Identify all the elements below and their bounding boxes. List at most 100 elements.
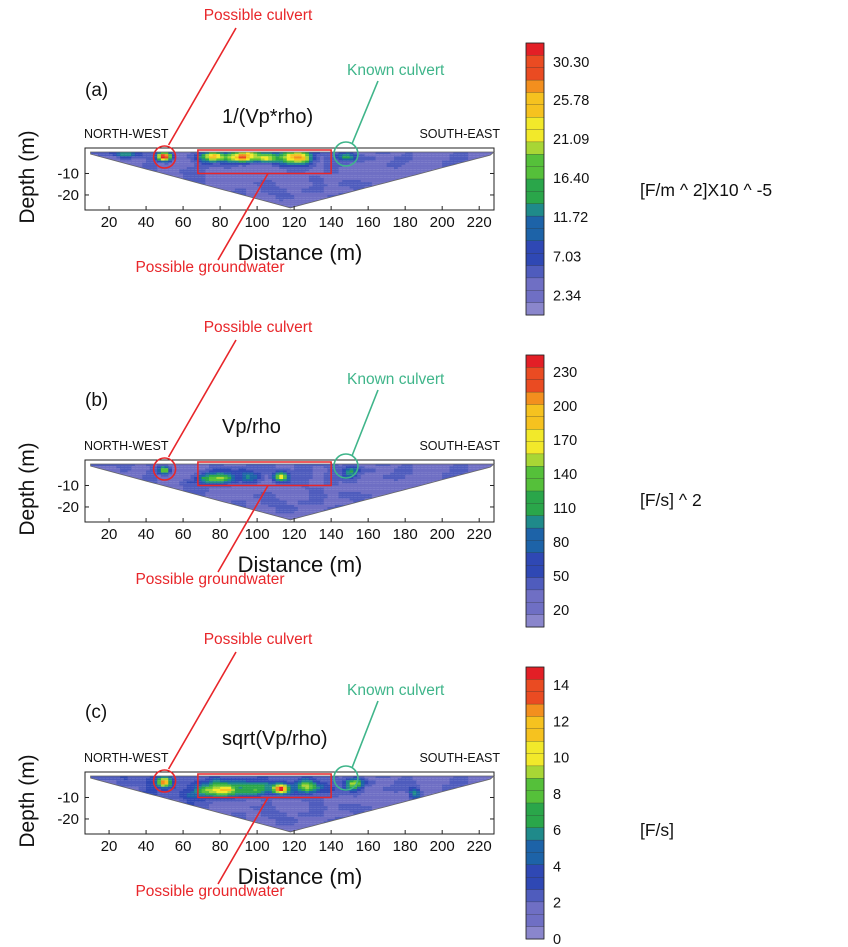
heatmap-cell bbox=[190, 177, 195, 180]
heatmap-cell bbox=[227, 481, 232, 484]
heatmap-cell bbox=[316, 171, 321, 174]
heatmap-cell bbox=[283, 506, 288, 510]
heatmap-cell bbox=[386, 164, 392, 168]
heatmap-cell bbox=[242, 184, 247, 187]
heatmap-cell bbox=[190, 158, 195, 161]
heatmap-cell bbox=[334, 466, 340, 469]
colorbar-segment bbox=[525, 302, 545, 316]
heatmap-cell bbox=[301, 481, 306, 484]
heatmap-cell bbox=[183, 472, 188, 475]
heatmap-cell bbox=[279, 197, 284, 200]
heatmap-cell bbox=[353, 468, 358, 471]
heatmap-cell bbox=[327, 164, 332, 168]
heatmap-cell bbox=[323, 184, 329, 187]
heatmap-cell bbox=[160, 164, 166, 168]
heatmap-cell bbox=[297, 464, 303, 467]
heatmap-cell bbox=[327, 154, 332, 157]
heatmap-cell bbox=[397, 164, 403, 168]
heatmap-cell bbox=[353, 496, 358, 499]
heatmap-cell bbox=[301, 173, 306, 176]
heatmap-cell bbox=[349, 164, 355, 168]
heatmap-cell bbox=[345, 162, 351, 165]
heatmap-cell bbox=[223, 188, 229, 191]
heatmap-cell bbox=[331, 167, 336, 170]
heatmap-cell bbox=[353, 485, 358, 488]
heatmap-cell bbox=[223, 160, 229, 163]
heatmap-cell bbox=[249, 472, 255, 475]
heatmap-cell bbox=[294, 194, 299, 198]
heatmap-cell bbox=[290, 506, 295, 510]
heatmap-cell bbox=[342, 470, 347, 473]
heatmap-cell bbox=[297, 502, 303, 505]
heatmap-cell bbox=[312, 485, 318, 488]
heatmap-cell bbox=[338, 496, 343, 499]
heatmap-cell bbox=[290, 154, 295, 157]
heatmap-cell bbox=[127, 160, 132, 163]
heatmap-cell bbox=[290, 192, 295, 196]
heatmap-cell bbox=[249, 506, 255, 510]
heatmap-cell bbox=[445, 162, 451, 165]
heatmap-cell bbox=[275, 464, 281, 467]
heatmap-cell bbox=[290, 175, 295, 178]
heatmap-cell bbox=[279, 186, 284, 189]
heatmap-cell bbox=[279, 199, 284, 202]
heatmap-cell bbox=[294, 494, 299, 497]
heatmap-cell bbox=[197, 177, 203, 180]
heatmap-cell bbox=[205, 491, 210, 495]
heatmap-cell bbox=[308, 175, 314, 178]
heatmap-cell bbox=[308, 511, 314, 514]
heatmap-cell bbox=[260, 509, 266, 512]
heatmap-cell bbox=[301, 186, 306, 189]
heatmap-cell bbox=[238, 489, 244, 492]
heatmap-cell bbox=[264, 192, 269, 196]
heatmap-cell bbox=[146, 154, 151, 157]
heatmap-cell bbox=[179, 485, 184, 488]
heatmap-cell bbox=[253, 156, 258, 159]
heatmap-cell bbox=[394, 177, 399, 180]
heatmap-cell bbox=[168, 464, 173, 467]
heatmap-cell bbox=[205, 177, 210, 180]
heatmap-cell bbox=[168, 156, 173, 159]
heatmap-cell bbox=[368, 156, 373, 159]
heatmap-cell bbox=[194, 152, 199, 155]
heatmap-cell bbox=[464, 158, 469, 161]
heatmap-cell bbox=[283, 169, 288, 172]
heatmap-cell bbox=[364, 167, 369, 170]
heatmap-cell bbox=[349, 483, 355, 486]
heatmap-cell bbox=[301, 506, 306, 510]
heatmap-cell bbox=[223, 177, 229, 180]
heatmap-cell bbox=[297, 167, 303, 170]
heatmap-cell bbox=[401, 171, 406, 174]
heatmap-cell bbox=[234, 502, 240, 505]
heatmap-cell bbox=[131, 472, 136, 475]
heatmap-cell bbox=[164, 152, 169, 155]
heatmap-cell bbox=[190, 173, 195, 176]
heatmap-cell bbox=[190, 485, 195, 488]
heatmap-cell bbox=[364, 175, 369, 178]
heatmap-cell bbox=[408, 164, 414, 168]
heatmap-cell bbox=[297, 190, 303, 193]
heatmap-cell bbox=[279, 468, 284, 471]
heatmap-cell bbox=[334, 491, 340, 495]
heatmap-cell bbox=[294, 173, 299, 176]
heatmap-cell bbox=[427, 158, 432, 161]
heatmap-cell bbox=[194, 481, 199, 484]
heatmap-cell bbox=[379, 156, 384, 159]
heatmap-cell bbox=[231, 158, 236, 161]
heatmap-cell bbox=[320, 500, 325, 503]
heatmap-cell bbox=[212, 496, 218, 499]
heatmap-cell bbox=[308, 504, 314, 508]
heatmap-cell bbox=[238, 504, 244, 508]
heatmap-cell bbox=[97, 152, 103, 155]
heatmap-cell bbox=[286, 186, 292, 189]
heatmap-cell bbox=[105, 152, 110, 155]
heatmap-cell bbox=[294, 515, 299, 518]
heatmap-cell bbox=[275, 194, 281, 198]
heatmap-cell bbox=[338, 498, 343, 501]
heatmap-cell bbox=[334, 190, 340, 193]
heatmap-cell bbox=[297, 182, 303, 185]
heatmap-cell bbox=[205, 167, 210, 170]
heatmap-cell bbox=[394, 175, 399, 178]
heatmap-cell bbox=[297, 476, 303, 480]
heatmap-cell bbox=[175, 479, 181, 482]
